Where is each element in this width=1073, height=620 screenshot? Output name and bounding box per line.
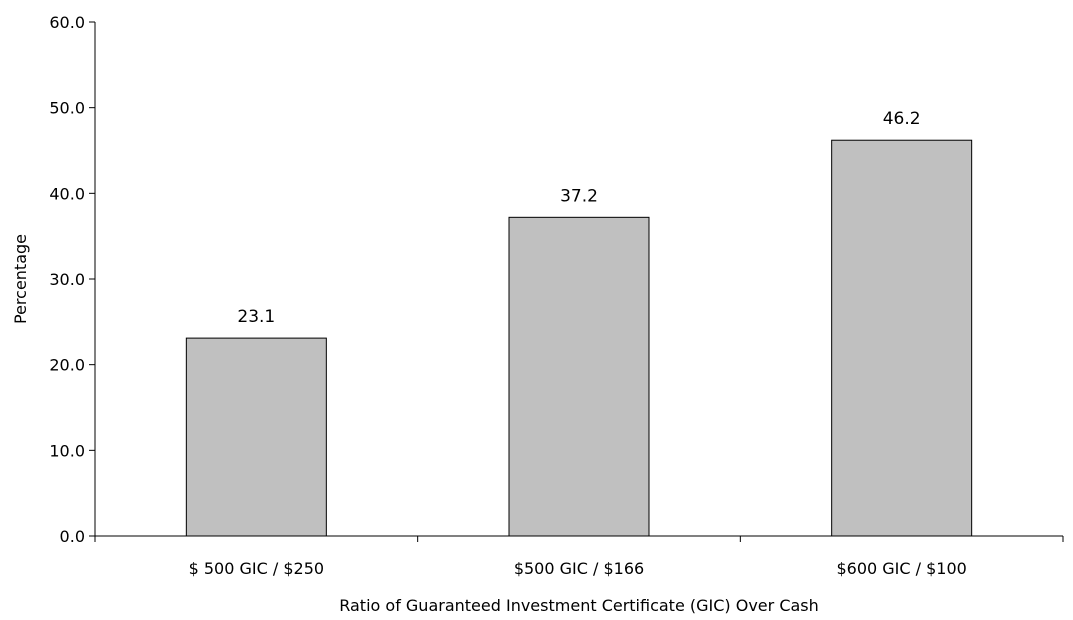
y-tick-label: 50.0 bbox=[49, 99, 85, 118]
y-tick-label: 10.0 bbox=[49, 441, 85, 460]
y-tick-label: 0.0 bbox=[60, 527, 85, 546]
y-axis-title: Percentage bbox=[11, 234, 30, 324]
y-tick-label: 40.0 bbox=[49, 184, 85, 203]
data-labels: 23.1 37.2 46.2 bbox=[237, 109, 920, 327]
bar-value-label: 46.2 bbox=[883, 109, 921, 129]
x-tick-label: $500 GIC / $166 bbox=[514, 559, 644, 578]
y-tick-label: 20.0 bbox=[49, 356, 85, 375]
y-tick-label: 30.0 bbox=[49, 270, 85, 289]
x-tick-label: $ 500 GIC / $250 bbox=[189, 559, 324, 578]
x-tick-label: $600 GIC / $100 bbox=[836, 559, 966, 578]
y-tick-label: 60.0 bbox=[49, 13, 85, 32]
x-axis: $ 500 GIC / $250 $500 GIC / $166 $600 GIC … bbox=[94, 535, 1064, 578]
y-axis: 0.0 10.0 20.0 30.0 40.0 50.0 60.0 bbox=[49, 13, 96, 546]
bar-value-label: 37.2 bbox=[560, 186, 598, 206]
x-axis-title: Ratio of Guaranteed Investment Certifica… bbox=[339, 596, 819, 615]
bar bbox=[831, 139, 973, 537]
bar-value-label: 23.1 bbox=[237, 307, 275, 327]
bars bbox=[185, 139, 973, 537]
bar bbox=[185, 337, 327, 537]
bar bbox=[508, 216, 650, 537]
